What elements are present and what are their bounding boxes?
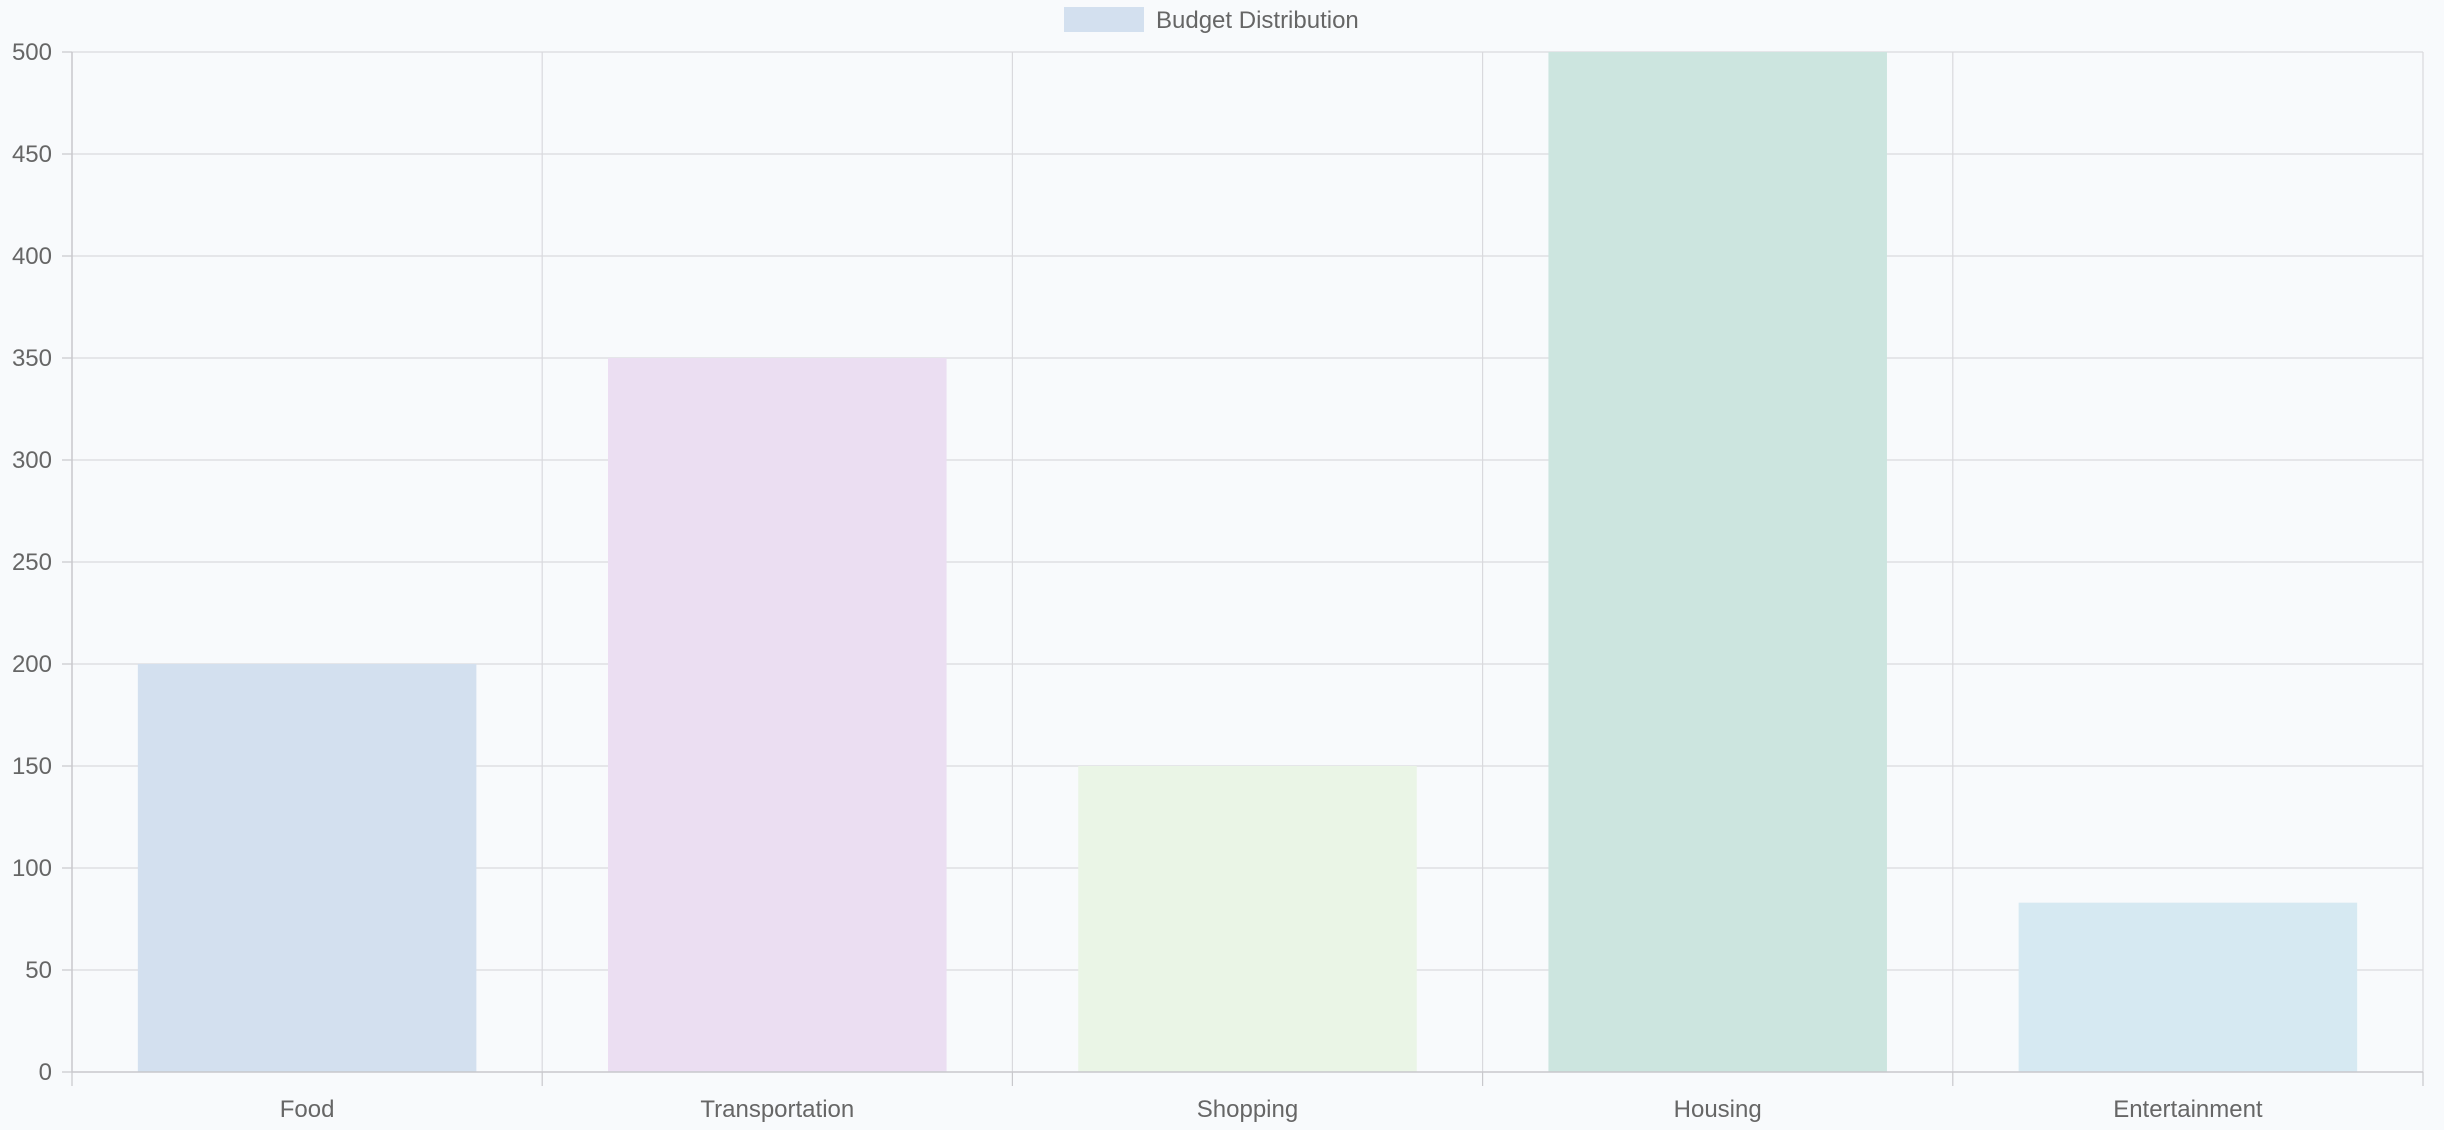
y-tick-label: 150 xyxy=(12,753,52,780)
y-tick-label: 500 xyxy=(12,39,52,66)
y-tick-label: 400 xyxy=(12,243,52,270)
bar-shopping[interactable] xyxy=(1078,766,1417,1072)
y-tick-label: 0 xyxy=(39,1059,52,1086)
y-tick-label: 300 xyxy=(12,447,52,474)
y-tick-label: 200 xyxy=(12,651,52,678)
x-tick-labels: Food Transportation Shopping Housing Enterta… xyxy=(280,1096,2263,1123)
y-tick-label: 450 xyxy=(12,141,52,168)
axes xyxy=(62,51,2424,1086)
x-tick-label: Food xyxy=(280,1096,335,1123)
y-tick-labels: 0 50 100 150 200 250 300 350 400 450 500 xyxy=(12,39,52,1086)
x-tick-label: Transportation xyxy=(700,1096,854,1123)
x-tick-label: Shopping xyxy=(1197,1096,1298,1123)
y-tick-label: 350 xyxy=(12,345,52,372)
legend[interactable]: Budget Distribution xyxy=(1064,7,1359,34)
y-tick-label: 50 xyxy=(25,957,52,984)
x-tick-label: Entertainment xyxy=(2113,1096,2263,1123)
bar-entertainment[interactable] xyxy=(2018,902,2358,1072)
legend-label[interactable]: Budget Distribution xyxy=(1156,7,1359,34)
bar-food[interactable] xyxy=(137,664,477,1072)
x-tick-label: Housing xyxy=(1674,1096,1762,1123)
bar-housing[interactable] xyxy=(1548,52,1887,1072)
y-tick-label: 250 xyxy=(12,549,52,576)
y-tick-label: 100 xyxy=(12,855,52,882)
bar-transportation[interactable] xyxy=(608,358,947,1072)
legend-swatch[interactable] xyxy=(1064,7,1144,32)
bars xyxy=(137,52,2358,1072)
